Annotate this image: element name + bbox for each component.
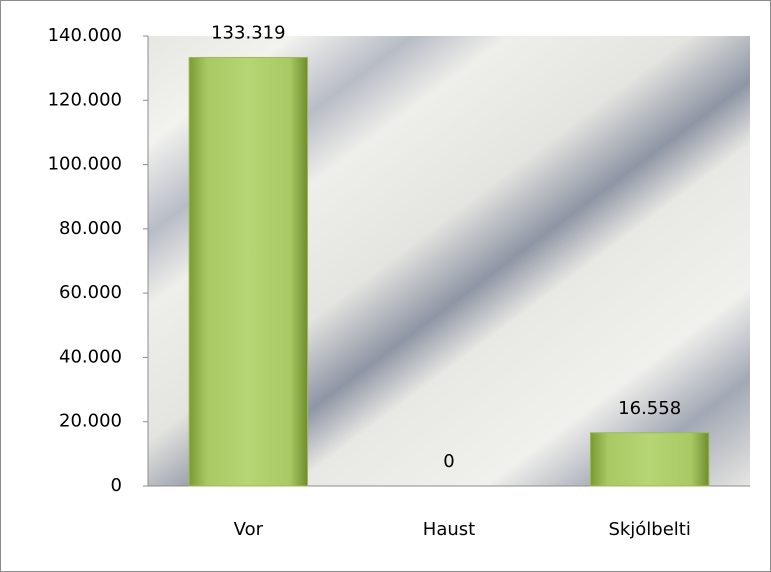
x-tick-label: Skjólbelti — [608, 519, 690, 540]
y-tick-label: 120.000 — [48, 89, 122, 110]
y-tick-label: 0 — [111, 475, 122, 496]
x-tick-label: Vor — [234, 519, 264, 540]
bar — [188, 56, 309, 487]
value-label: 16.558 — [618, 398, 681, 419]
bar — [589, 432, 710, 487]
x-tick-label: Haust — [423, 519, 475, 540]
value-label: 0 — [443, 451, 454, 472]
y-tick-label: 20.000 — [59, 411, 122, 432]
value-label: 133.319 — [211, 22, 285, 43]
y-tick-label: 100.000 — [48, 154, 122, 175]
y-tick-label: 140.000 — [48, 25, 122, 46]
y-tick-label: 60.000 — [59, 282, 122, 303]
y-tick-label: 80.000 — [59, 218, 122, 239]
y-tick-label: 40.000 — [59, 346, 122, 367]
